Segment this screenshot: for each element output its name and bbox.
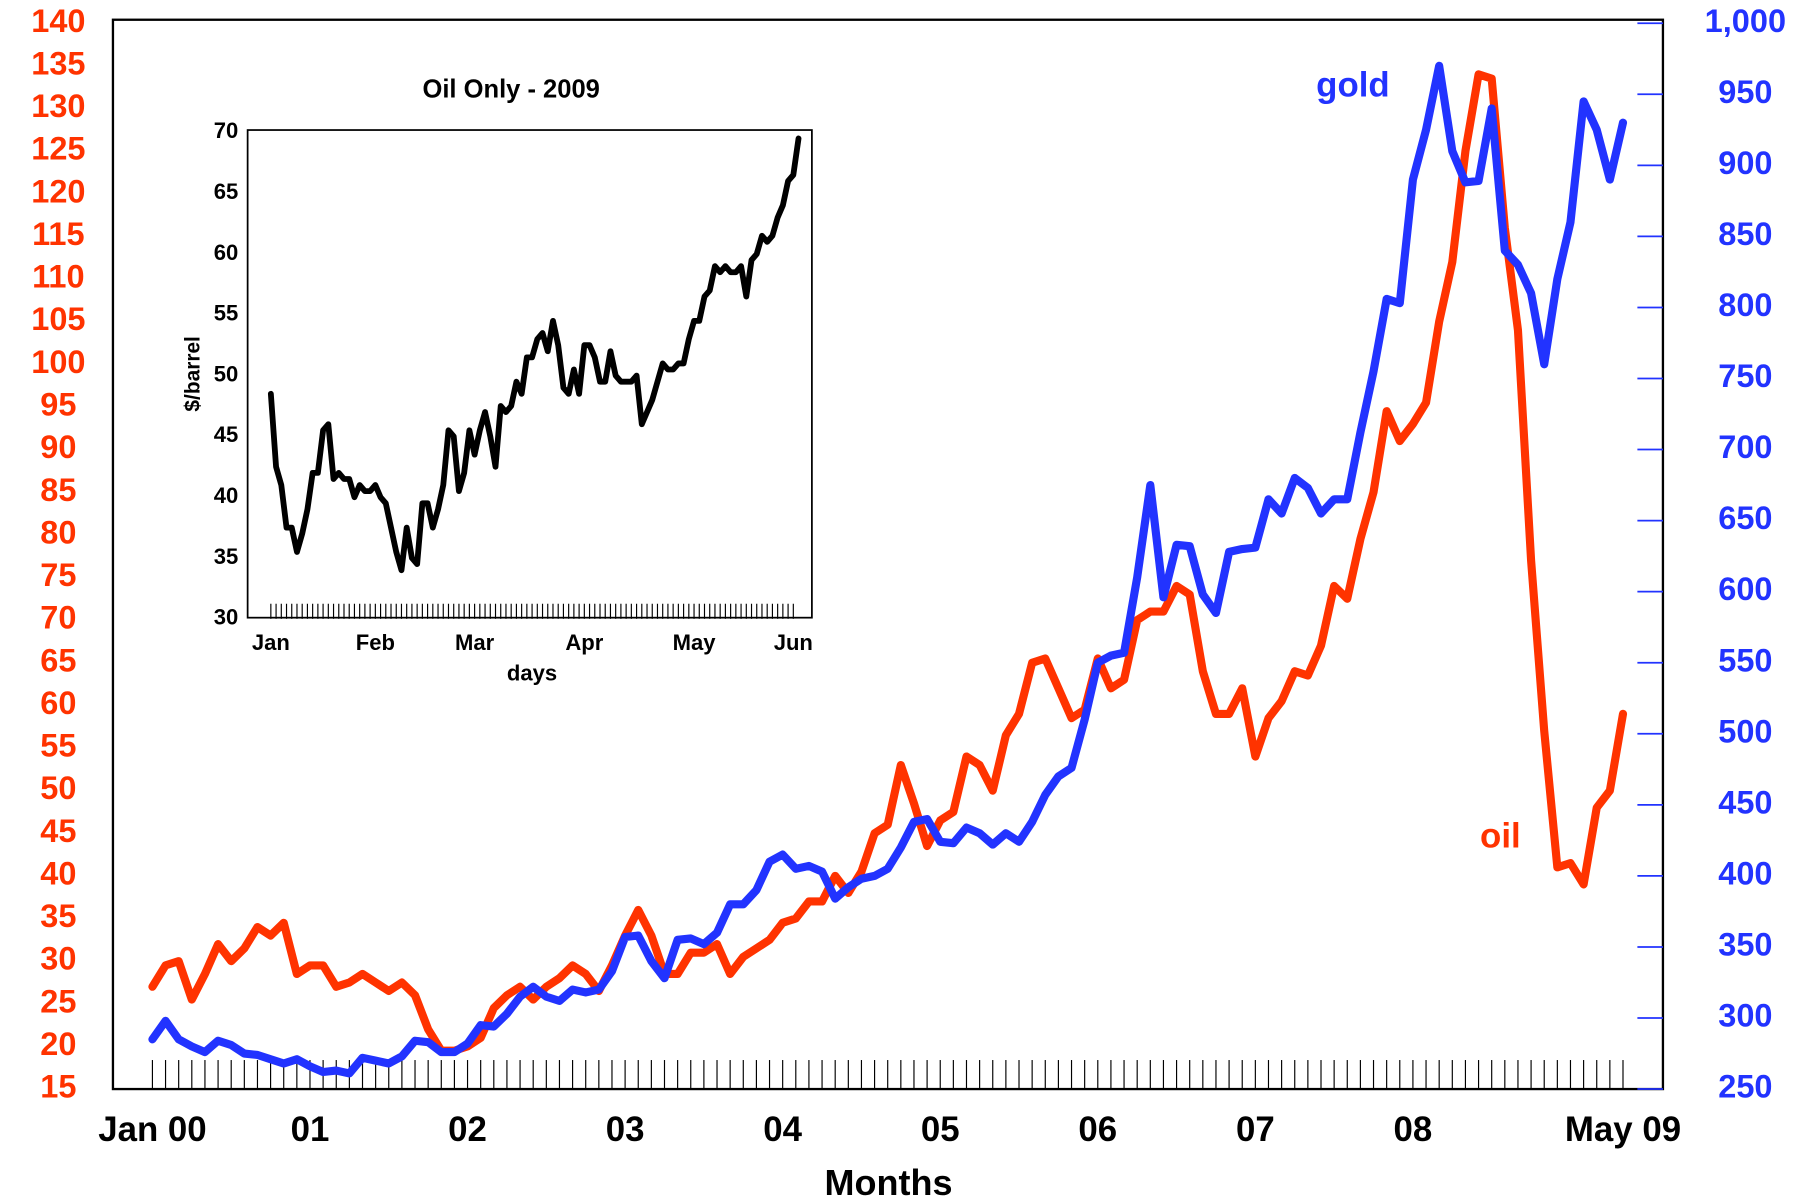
series-line [148,61,1628,1078]
y-tick-label: 15 [40,1069,76,1105]
inset-y-axis-title: $/barrel [182,336,205,411]
x-tick-label: May [673,630,717,655]
y2-tick-label: 700 [1718,429,1772,465]
y-tick-label: 45 [40,813,76,849]
x-tick-label: 06 [1078,1110,1117,1149]
x-tick-label: 05 [921,1110,960,1149]
y-tick-label: 50 [214,361,239,386]
x-tick-label: Jan 00 [98,1110,206,1149]
y-tick-label: 40 [214,483,239,508]
y2-tick-label: 600 [1718,571,1772,607]
y2-tick-label: 300 [1718,998,1772,1034]
x-axis-title: Months [825,1162,953,1203]
inset-title: Oil Only - 2009 [422,75,599,103]
y2-tick-label: 400 [1718,855,1772,891]
series-line [267,135,802,574]
y-tick-label: 65 [214,179,239,204]
y-tick-label: 45 [214,422,239,447]
y-tick-label: 75 [40,557,76,593]
y2-tick-label: 450 [1718,784,1772,820]
x-tick-label: Mar [455,630,495,655]
y-tick-label: 55 [40,728,76,764]
y-tick-label: 125 [31,131,85,167]
x-tick-label: May 09 [1565,1110,1681,1149]
y-tick-label: 135 [31,45,85,81]
y-tick-label: 115 [32,216,84,252]
series-line [148,70,1628,1055]
y-tick-label: 55 [214,301,239,326]
y2-tick-label: 950 [1718,74,1772,110]
y2-tick-label: 350 [1718,927,1772,963]
series-label: gold [1316,65,1389,104]
y-tick-label: 110 [32,259,84,295]
y-tick-label: 35 [40,898,76,934]
y-tick-label: 140 [31,3,85,39]
y-tick-label: 30 [40,941,76,977]
x-tick-label: 04 [763,1110,802,1149]
y-tick-label: 65 [40,642,76,678]
y-tick-label: 120 [31,173,85,209]
y2-tick-label: 650 [1718,500,1772,536]
series-label: oil [1480,816,1521,855]
y-tick-label: 50 [40,770,76,806]
y-tick-label: 105 [31,301,85,337]
y-tick-label: 20 [40,1026,76,1062]
y-tick-label: 40 [40,855,76,891]
y-tick-label: 130 [31,88,85,124]
y2-tick-label: 750 [1718,358,1772,394]
y-tick-label: 90 [40,429,76,465]
y-tick-label: 100 [31,344,85,380]
y2-tick-label: 500 [1718,713,1772,749]
y-tick-label: 30 [214,605,239,630]
y2-tick-label: 1,000 [1705,3,1786,39]
y2-tick-label: 900 [1718,145,1772,181]
x-tick-label: 01 [291,1110,330,1149]
inset-x-axis-title: days [507,660,557,685]
y-tick-label: 70 [214,118,239,143]
y-tick-label: 35 [214,544,239,569]
y-tick-label: 60 [214,240,239,265]
y-tick-label: 25 [40,983,76,1019]
x-tick-label: 08 [1394,1110,1433,1149]
x-tick-label: 02 [448,1110,487,1149]
y2-tick-label: 800 [1718,287,1772,323]
y2-tick-label: 250 [1718,1069,1772,1105]
x-tick-label: Apr [565,630,603,655]
x-tick-label: Feb [356,630,395,655]
x-tick-label: Jun [774,630,813,655]
x-tick-label: 07 [1236,1110,1275,1149]
y-tick-label: 85 [40,472,76,508]
x-tick-label: Jan [252,630,290,655]
y-tick-label: 60 [40,685,76,721]
y-tick-label: 80 [40,514,76,550]
x-tick-label: 03 [606,1110,645,1149]
y2-tick-label: 550 [1718,642,1772,678]
y-tick-label: 95 [40,386,76,422]
y2-tick-label: 850 [1718,216,1772,252]
inset-frame [246,129,813,619]
y-tick-label: 70 [40,600,76,636]
